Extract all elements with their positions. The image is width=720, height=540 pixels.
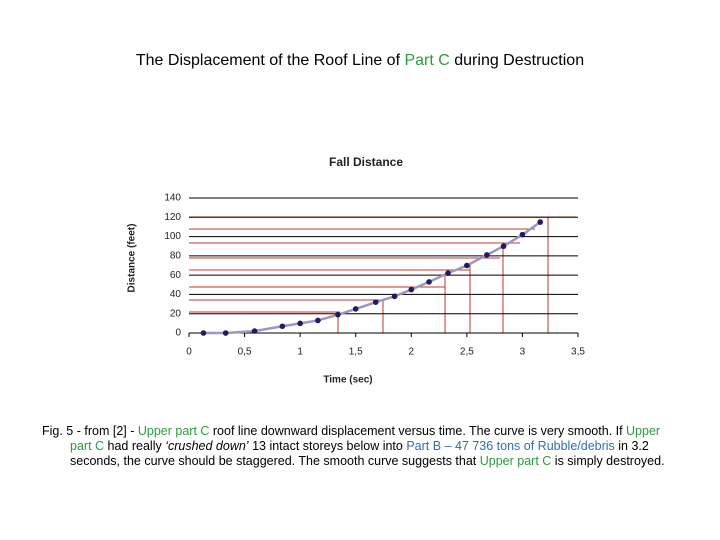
data-point	[222, 330, 229, 336]
data-point	[464, 262, 470, 269]
y-tick-label: 80	[170, 250, 182, 261]
data-point	[335, 311, 341, 318]
data-point	[426, 279, 432, 285]
text-segment: The Displacement of the Roof Line of	[135, 52, 405, 69]
data-point	[391, 293, 398, 300]
data-point	[352, 306, 359, 312]
data-point	[315, 317, 321, 324]
data-point	[372, 299, 379, 305]
x-tick-label: 1,5	[349, 347, 363, 358]
text-segment: Upper part C	[137, 424, 210, 438]
text-segment: Part C	[404, 52, 450, 69]
figure-caption: Fig. 5 - from [2] - Upper part C roof li…	[42, 424, 670, 469]
chart: Fall Distance Time (sec) Distance (feet)…	[127, 155, 586, 386]
text-segment: during Destruction	[449, 52, 585, 69]
y-axis-label: Distance (feet)	[127, 224, 138, 293]
text-segment: ‘crushed down’	[165, 439, 249, 453]
text-segment: had really	[104, 439, 166, 453]
y-tick-label: 100	[164, 231, 181, 242]
y-tick-label: 0	[175, 328, 181, 339]
data-point	[500, 243, 507, 250]
text-segment: Upper part C	[70, 424, 661, 453]
data-line	[203, 221, 541, 335]
data-point	[445, 270, 451, 277]
y-tick-label: 60	[170, 270, 182, 281]
data-point	[484, 252, 490, 258]
text-segment: in 3.2 seconds, the curve should be stag…	[70, 439, 649, 468]
x-tick-label: 1	[297, 347, 303, 358]
y-tick-label: 120	[164, 212, 181, 223]
y-tick-label: 40	[170, 289, 182, 300]
x-axis-label: Time (sec)	[323, 375, 372, 386]
x-tick-label: 2	[409, 347, 415, 358]
slide-heading: The Displacement of the Roof Line of Par…	[0, 52, 720, 70]
data-point	[279, 323, 286, 330]
chart-title: Fall Distance	[329, 155, 403, 169]
y-tick-label: 20	[170, 308, 182, 319]
data-point	[408, 286, 415, 293]
x-tick-label: 3,5	[571, 347, 585, 358]
data-point	[297, 320, 303, 327]
data-point	[251, 328, 258, 334]
text-segment: Fig. 5 - from [2] -	[42, 424, 138, 438]
x-tick-label: 2,5	[460, 347, 474, 358]
data-point	[519, 231, 526, 238]
x-tick-label: 3	[520, 347, 526, 358]
x-tick-label: 0,5	[238, 347, 252, 358]
data-point	[537, 219, 544, 225]
text-segment: roof line downward displacement versus t…	[209, 424, 627, 438]
text-segment: 13 intact storeys below into	[248, 439, 407, 453]
y-tick-label: 140	[164, 193, 181, 204]
x-tick-label: 0	[186, 347, 192, 358]
text-segment: Upper part C	[479, 454, 552, 468]
text-segment: is simply destroyed.	[551, 454, 665, 468]
data-point	[200, 330, 207, 336]
text-segment: Part B – 47 736 tons of Rubble/debris	[406, 439, 615, 453]
